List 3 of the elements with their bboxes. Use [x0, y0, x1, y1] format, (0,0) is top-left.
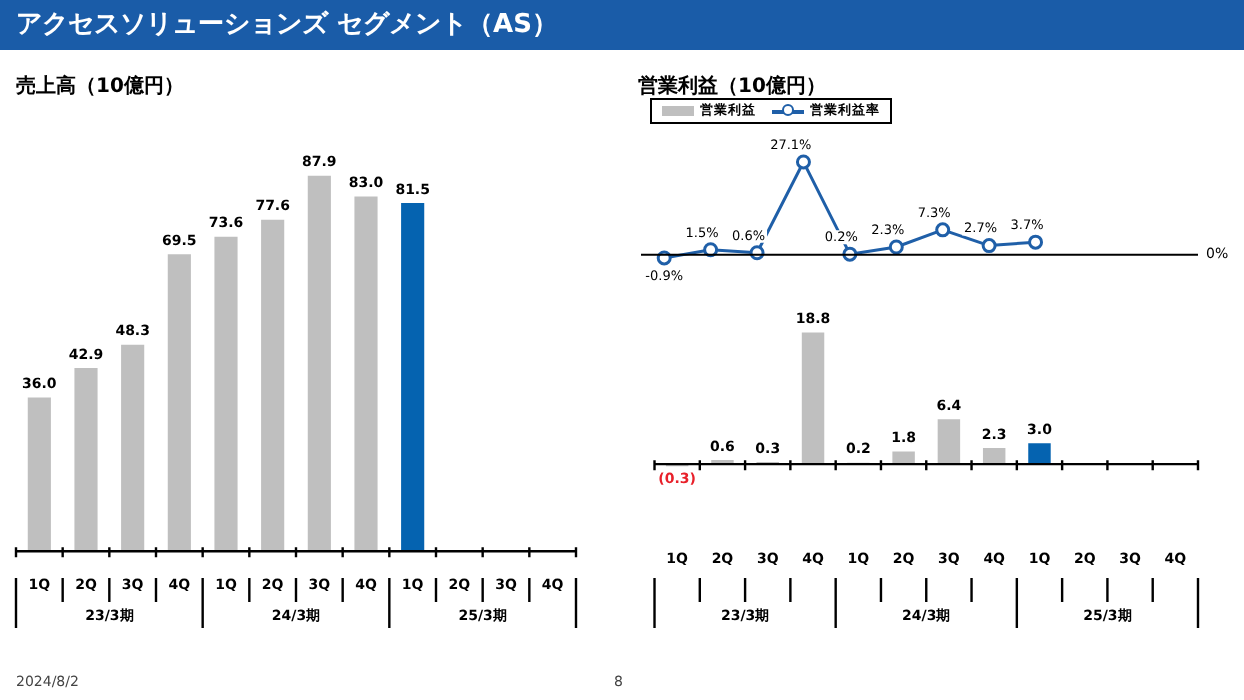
chart-title: 営業利益（10億円）: [638, 73, 826, 100]
chart-subtitle: 売上高（10億円）: [16, 72, 184, 100]
chart-title: アクセスソリューションズ セグメント（AS）: [0, 0, 1244, 50]
